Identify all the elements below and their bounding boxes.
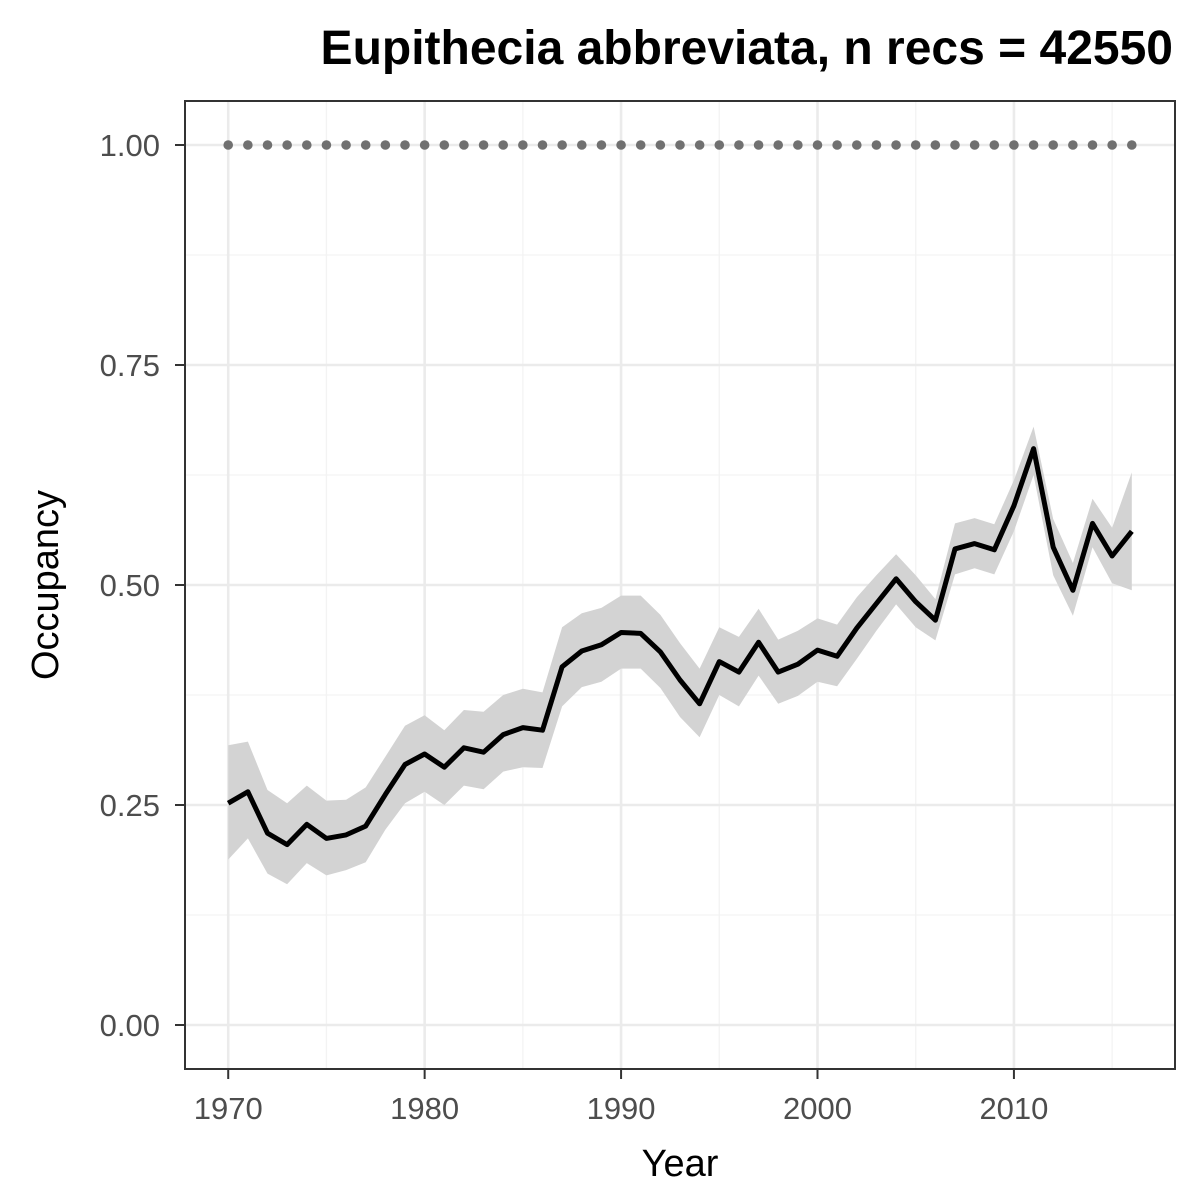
reference-point [341, 140, 351, 150]
reference-point [832, 140, 842, 150]
reference-point [891, 140, 901, 150]
reference-point [419, 140, 430, 150]
chart-title: Eupithecia abbreviata, n recs = 42550 [321, 22, 1173, 75]
reference-point [969, 140, 980, 150]
y-axis: 0.00 0.25 0.50 0.75 1.00 [100, 128, 185, 1043]
y-tick-label: 0.25 [100, 788, 160, 823]
y-tick-label: 1.00 [100, 128, 160, 163]
y-tick-label: 0.50 [100, 568, 160, 603]
y-axis-title: Occupancy [25, 490, 67, 680]
reference-point [714, 140, 725, 150]
reference-point [321, 140, 332, 150]
reference-point [518, 140, 528, 150]
y-tick-label: 0.00 [100, 1008, 160, 1043]
reference-point [773, 140, 784, 150]
x-tick-label: 1980 [390, 1091, 459, 1126]
occupancy-line-layer [226, 446, 1134, 848]
reference-point [498, 140, 509, 150]
reference-point [1126, 140, 1137, 150]
reference-point [243, 140, 253, 150]
reference-point [635, 140, 646, 150]
reference-point [675, 140, 685, 150]
reference-point [459, 140, 469, 150]
reference-point [576, 140, 587, 150]
reference-point [301, 140, 312, 150]
x-tick-label: 1990 [587, 1091, 656, 1126]
x-axis-title: Year [642, 1143, 719, 1185]
reference-point [616, 140, 626, 150]
x-tick-label: 1970 [194, 1091, 263, 1126]
reference-point [812, 140, 823, 150]
reference-point [1009, 140, 1019, 150]
reference-point [851, 140, 862, 150]
reference-point [439, 140, 450, 150]
reference-point [557, 140, 567, 150]
reference-point [930, 140, 941, 150]
y-tick-label: 0.75 [100, 348, 160, 383]
reference-point [400, 140, 410, 150]
reference-point [1087, 140, 1098, 150]
reference-point [282, 140, 292, 150]
reference-point [753, 140, 764, 150]
reference-point [694, 140, 705, 150]
confidence-ribbon [228, 426, 1132, 885]
reference-point [793, 140, 803, 150]
x-tick-label: 2000 [783, 1091, 852, 1126]
x-tick-label: 2010 [979, 1091, 1048, 1126]
reference-point [380, 140, 391, 150]
confidence-ribbon-layer [228, 426, 1132, 885]
reference-point [478, 140, 489, 150]
reference-point [1068, 140, 1078, 150]
reference-point [871, 140, 882, 150]
reference-point [910, 140, 921, 150]
occupancy-line [226, 446, 1134, 848]
reference-point [1028, 140, 1039, 150]
reference-point [989, 140, 1000, 150]
reference-point [223, 140, 234, 150]
reference-point [655, 140, 666, 150]
reference-point [360, 140, 371, 150]
x-axis: 1970 1980 1990 2000 2010 [194, 1069, 1048, 1126]
reference-points-layer [223, 140, 1137, 150]
reference-point [950, 140, 960, 150]
reference-point [734, 140, 744, 150]
reference-point [537, 140, 548, 150]
reference-point [596, 140, 607, 150]
reference-point [262, 140, 273, 150]
reference-point [1107, 140, 1117, 150]
reference-point [1048, 140, 1059, 150]
